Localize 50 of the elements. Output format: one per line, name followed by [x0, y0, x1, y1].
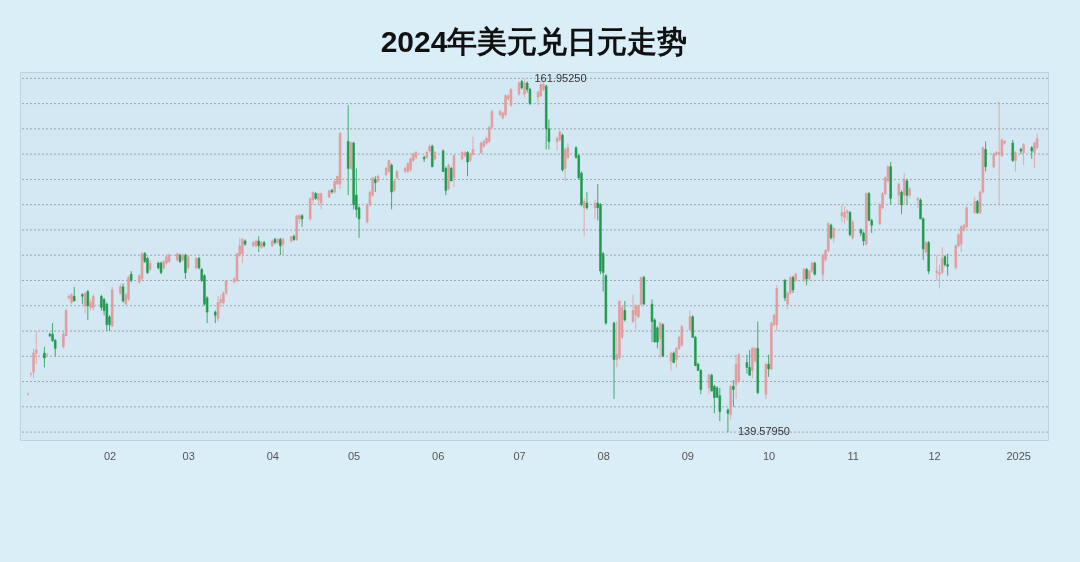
- annotation: 161.95250: [534, 72, 587, 85]
- x-tick-label: 12: [928, 449, 941, 462]
- candlestick: [214, 310, 217, 324]
- x-tick-label: 04: [266, 449, 279, 462]
- candlestick: [393, 179, 396, 193]
- candlestick: [813, 261, 816, 277]
- x-tick-label: 05: [348, 449, 361, 462]
- candlestick: [846, 209, 849, 221]
- candlestick: [333, 180, 336, 195]
- x-tick-label: 07: [513, 449, 526, 462]
- candlestick: [176, 253, 179, 262]
- candlestick: [672, 351, 675, 364]
- candlestick: [260, 240, 263, 250]
- candlestick: [81, 292, 84, 305]
- candlestick: [805, 267, 808, 286]
- x-tick-label: 02: [103, 449, 117, 462]
- chart-title: 2024年美元兑日元走势: [380, 25, 688, 58]
- candlestick: [317, 193, 320, 206]
- candlestick: [523, 78, 526, 98]
- x-tick-label: 2025: [1006, 449, 1031, 462]
- candlestick: [1030, 145, 1033, 160]
- x-tick-label: 06: [432, 449, 445, 462]
- candlestick: [748, 349, 751, 376]
- candlestick: [89, 299, 92, 311]
- candlestick: [157, 261, 160, 270]
- x-tick-label: 09: [681, 449, 694, 462]
- candlestick: [67, 294, 71, 300]
- x-tick-label: 10: [763, 449, 776, 462]
- candlestick: [149, 259, 152, 272]
- candlestick: [165, 254, 168, 266]
- candlestick: [409, 156, 412, 172]
- candlestick: [1022, 142, 1025, 166]
- candlestick: [946, 253, 949, 277]
- candlestick: [862, 231, 865, 247]
- candlestick: [843, 205, 846, 225]
- x-tick-label: 03: [182, 449, 195, 462]
- candlestick: [43, 346, 46, 368]
- candlestick: [73, 286, 76, 302]
- x-tick-label: 08: [597, 449, 610, 462]
- x-tick-label: 11: [847, 449, 859, 462]
- candlestick: [70, 292, 73, 305]
- candlestick: [119, 283, 122, 296]
- candlestick: [908, 186, 911, 199]
- candlestick: [916, 196, 919, 209]
- candlestick: [314, 191, 317, 201]
- candlestick: [466, 150, 469, 177]
- annotation: 139.57950: [737, 425, 790, 438]
- candlestick: [1014, 150, 1017, 172]
- candlestick: [767, 354, 770, 378]
- candlestick: [257, 235, 260, 253]
